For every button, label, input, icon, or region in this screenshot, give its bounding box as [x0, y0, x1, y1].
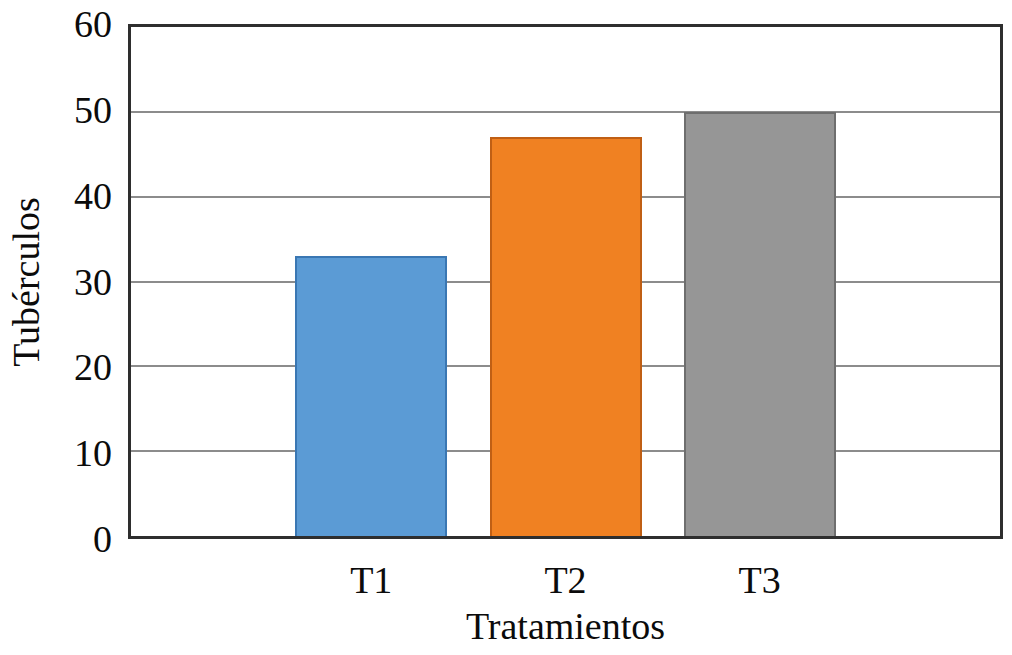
y-tick-label-10: 10 [0, 429, 112, 477]
y-tick-label-30: 30 [0, 258, 112, 306]
bar-T2 [490, 137, 642, 536]
bar-chart: Tubérculos 0102030405060 T1T2T3 Tratamie… [0, 0, 1012, 655]
x-axis-title: Tratamientos [128, 604, 1003, 648]
x-tick-label-T1: T1 [291, 558, 451, 602]
y-tick-label-50: 50 [0, 86, 112, 134]
bar-T1 [295, 256, 447, 536]
gridline-y-50 [131, 111, 1000, 113]
y-tick-label-60: 60 [0, 0, 112, 48]
x-tick-label-T2: T2 [486, 558, 646, 602]
y-tick-label-20: 20 [0, 343, 112, 391]
bar-T3 [684, 112, 836, 536]
y-tick-label-40: 40 [0, 172, 112, 220]
plot-area [128, 24, 1003, 539]
x-tick-label-T3: T3 [680, 558, 840, 602]
y-tick-label-0: 0 [0, 515, 112, 563]
